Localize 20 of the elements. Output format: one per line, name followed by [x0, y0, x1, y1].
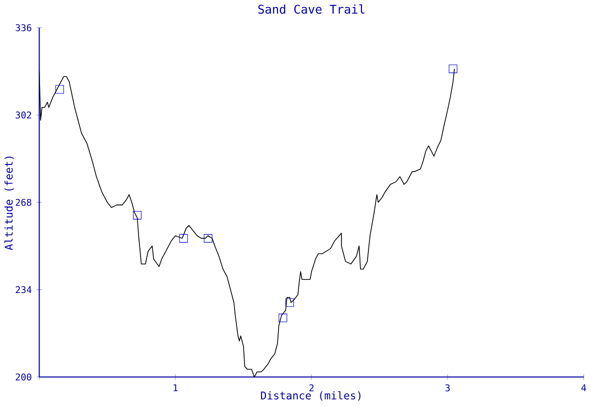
- point: [204, 234, 212, 243]
- y-axis-title: Altitude (feet): [4, 156, 14, 250]
- point: [133, 211, 142, 220]
- x-tick-label: 2: [309, 384, 314, 392]
- x-tick-label: 1: [174, 384, 178, 392]
- y-tick-label: 268: [16, 198, 32, 206]
- point: [278, 314, 288, 322]
- y-tick-label: 200: [16, 374, 32, 381]
- chart-title: Sand Cave Trail: [258, 4, 364, 14]
- y-tick-label: 302: [16, 112, 32, 119]
- line-series: [39, 68, 455, 378]
- point: [179, 234, 188, 243]
- y-tick-label: 336: [16, 24, 32, 32]
- x-axis-title: Distance (miles): [261, 391, 360, 401]
- point: [448, 64, 458, 74]
- point: [285, 298, 294, 307]
- point: [55, 85, 64, 94]
- x-tick-label: 4: [581, 384, 586, 392]
- y-tick-label: 234: [16, 286, 32, 294]
- x-tick-label: 3: [445, 384, 450, 392]
